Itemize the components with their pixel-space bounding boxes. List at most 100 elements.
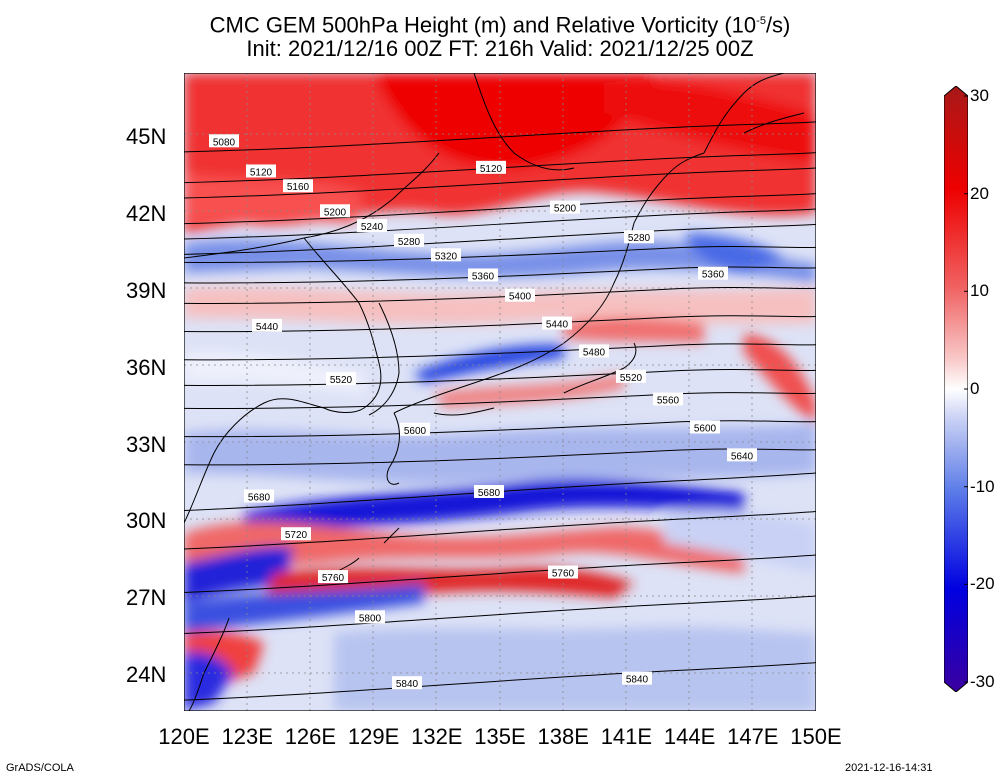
contour-label-bg — [244, 489, 274, 503]
contour-label: 5760 — [322, 573, 345, 584]
lon-label-138e: 138E — [537, 724, 589, 749]
contour-label-bg — [690, 420, 720, 434]
colorbar-label: -20 — [970, 574, 995, 594]
contour-label-bg — [727, 448, 757, 462]
colorbar-label: -10 — [970, 476, 995, 496]
contour-label-bg — [548, 565, 578, 579]
colorbar — [944, 86, 968, 692]
contour-label-bg — [579, 344, 609, 358]
contour-label: 5160 — [287, 182, 310, 193]
lon-label-141e: 141E — [600, 724, 653, 749]
contour-label-bg — [542, 316, 572, 330]
contour-label-bg — [209, 134, 239, 148]
contour-label: 5080 — [213, 137, 236, 148]
contour-label: 5320 — [435, 251, 458, 262]
lat-label-30n: 30N — [126, 508, 167, 534]
contour-label-bg — [320, 204, 350, 218]
colorbar-label: 0 — [970, 379, 980, 398]
title-unit: /s) — [765, 12, 791, 38]
contour-label-bg — [281, 527, 311, 541]
lat-label-24n: 24N — [126, 662, 167, 688]
contour-5680 — [184, 472, 816, 512]
contour-label: 5280 — [628, 233, 651, 244]
contour-label-bg — [622, 671, 652, 685]
contour-label: 5480 — [583, 347, 606, 358]
contour-label-bg — [252, 318, 282, 332]
contour-label: 5200 — [554, 204, 577, 215]
contour-5560 — [184, 392, 816, 409]
contour-label: 5640 — [731, 451, 754, 462]
contour-label: 5440 — [546, 320, 569, 331]
lon-label-132e: 132E — [411, 724, 463, 749]
contour-label-bg — [698, 266, 728, 280]
lat-label-45n: 45N — [126, 124, 167, 150]
contour-5800 — [184, 595, 816, 635]
lon-label-135e: 135E — [474, 724, 526, 749]
lon-label-126e: 126E — [284, 724, 337, 749]
colorbar-label: 20 — [970, 183, 989, 203]
contour-label: 5840 — [626, 675, 649, 686]
contour-label-bg — [318, 570, 348, 584]
lon-label-144e: 144E — [663, 724, 716, 749]
lat-label-27n: 27N — [126, 585, 167, 611]
contour-label-bg — [392, 676, 422, 690]
colorbar-label: -30 — [970, 672, 995, 691]
contour-label: 5240 — [361, 222, 384, 233]
contour-5240 — [184, 208, 816, 240]
contour-5160 — [184, 167, 816, 199]
contour-label: 5720 — [285, 530, 308, 541]
contour-label-bg — [476, 160, 506, 174]
lat-label-39n: 39N — [126, 277, 167, 303]
contour-label: 5520 — [330, 375, 353, 386]
coastlines — [184, 73, 805, 711]
contour-label: 5120 — [480, 164, 503, 175]
lon-label-129e: 129E — [347, 724, 400, 749]
gridlines — [184, 73, 816, 711]
lon-label-120e: 120E — [158, 724, 210, 749]
contour-label: 5520 — [620, 373, 643, 384]
contour-label-bg — [394, 233, 424, 247]
contour-label: 5680 — [478, 488, 501, 499]
contour-label-bg — [468, 268, 498, 282]
contour-label-bg — [246, 164, 276, 178]
contour-label: 5760 — [552, 569, 575, 580]
contour-label-bg — [653, 392, 683, 406]
contour-label-bg — [326, 372, 356, 386]
contour-label-bg — [550, 200, 580, 214]
footer-credit: GrADS/COLA — [6, 762, 74, 774]
contour-5360 — [184, 266, 816, 284]
contour-5280 — [184, 223, 816, 255]
colorbar-label: 30 — [970, 86, 989, 105]
contour-5720 — [184, 510, 816, 550]
title-line-2: Init: 2021/12/16 00Z FT: 216h Valid: 202… — [246, 36, 754, 61]
lat-label-42n: 42N — [126, 200, 167, 226]
lon-label-123e: 123E — [221, 724, 273, 749]
contour-label-bg — [283, 179, 313, 193]
lat-label-36n: 36N — [126, 354, 167, 380]
contour-label: 5440 — [256, 322, 279, 333]
contour-label: 5120 — [250, 167, 273, 178]
contour-5640 — [184, 448, 816, 466]
contour-label: 5600 — [694, 423, 717, 434]
contour-label-bg — [616, 369, 646, 383]
contour-label: 5800 — [359, 613, 382, 624]
contour-label-bg — [400, 422, 430, 436]
vorticity-map: 5080 5120 5120 5160 5200 5200 5240 5280 5280 5320… — [184, 73, 816, 711]
lon-label-150e: 150E — [790, 724, 842, 749]
contour-5600 — [184, 420, 816, 438]
colorbar-label: 10 — [970, 281, 989, 301]
lat-label-33n: 33N — [126, 431, 167, 457]
lon-label-147e: 147E — [727, 724, 779, 749]
contour-label: 5200 — [324, 207, 347, 218]
vorticity-field — [184, 73, 816, 711]
title-main: CMC GEM 500hPa Height (m) and Relative V… — [209, 12, 757, 38]
contour-label-bg — [355, 610, 385, 624]
contour-label: 5360 — [472, 271, 495, 282]
contour-5080 — [184, 121, 816, 153]
contour-5440 — [184, 315, 816, 333]
contour-label-bg — [624, 230, 654, 244]
contour-label: 5680 — [248, 493, 271, 504]
contour-5760 — [184, 554, 816, 594]
contour-label-bg — [357, 219, 387, 233]
contour-label-bg — [474, 484, 504, 498]
